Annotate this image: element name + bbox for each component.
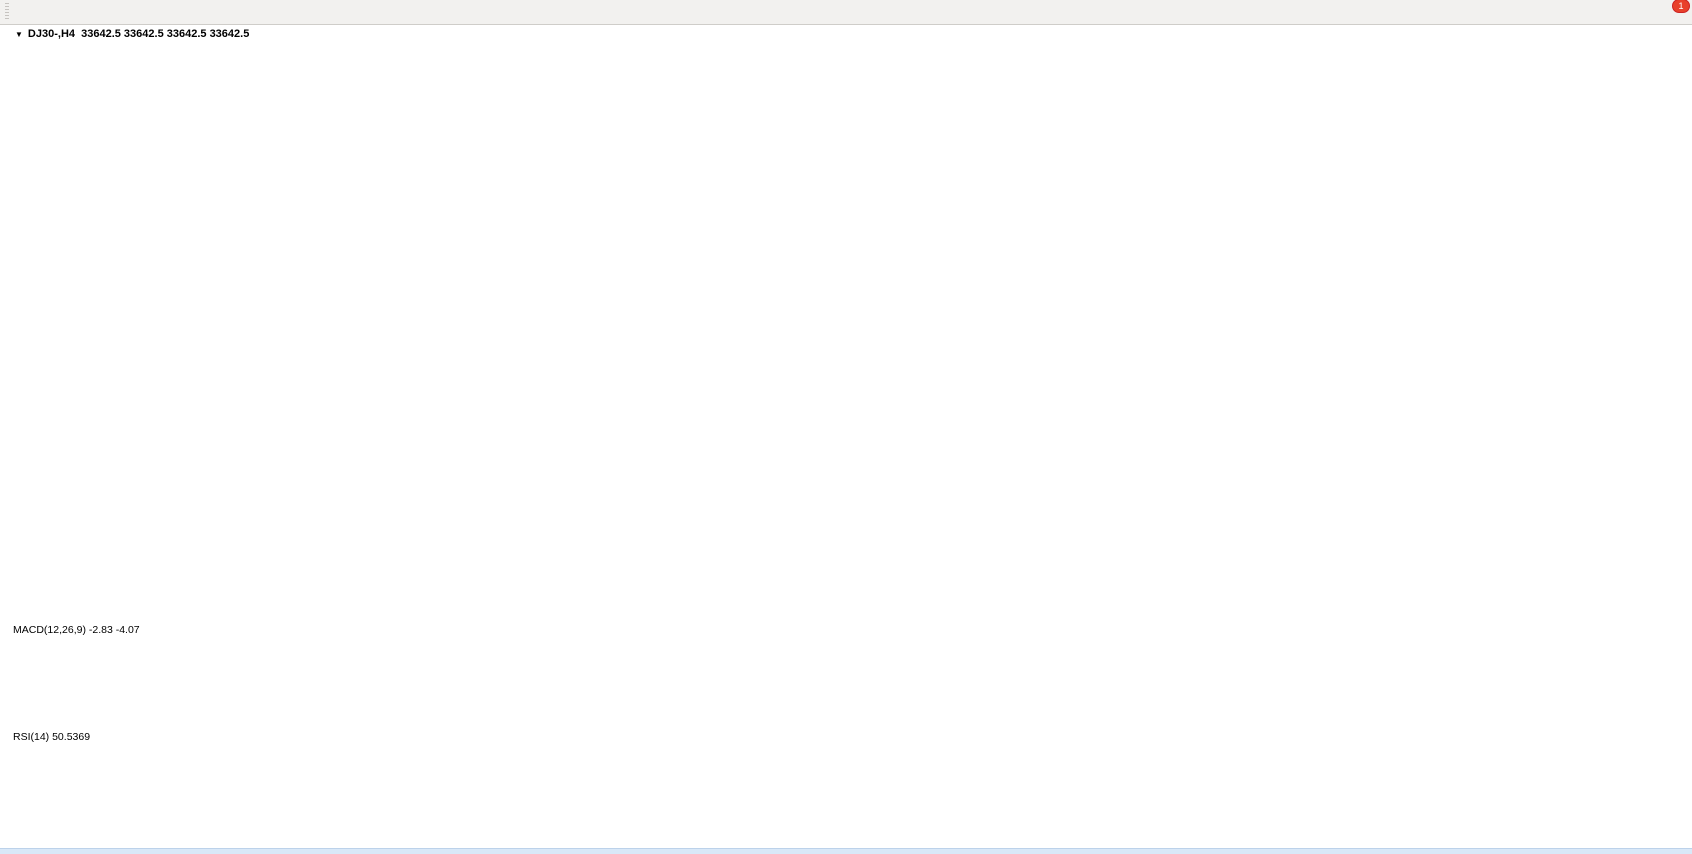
notifications-button[interactable]: 1 [1658,0,1690,23]
toolbar [0,0,1692,25]
rsi-indicator-label: RSI(14) 50.5369 [13,731,91,743]
chart-window-title[interactable]: ▼ DJ30-,H4 33642.5 33642.5 33642.5 33642… [15,28,249,40]
chevron-down-icon: ▼ [15,29,23,39]
symbol-quote-title: DJ30-,H4 33642.5 33642.5 33642.5 33642.5 [27,28,250,40]
search-button[interactable] [1623,1,1650,23]
chart-area[interactable] [0,25,1692,854]
status-bar [0,848,1692,854]
macd-indicator-label: MACD(12,26,9) -2.83 -4.07 [13,624,140,636]
toolbar-right: 1 [1622,0,1690,24]
notification-badge: 1 [1672,0,1690,13]
toolbar-grip [5,3,9,21]
